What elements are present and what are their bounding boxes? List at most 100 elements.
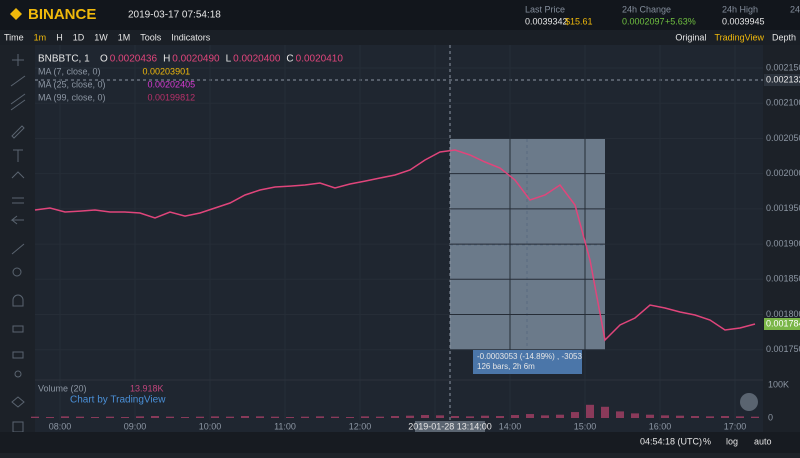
volume-bar <box>91 417 99 418</box>
measure-line1: -0.0003053 (-14.89%) , -3053 <box>477 352 583 361</box>
volume-bar <box>751 416 759 418</box>
stat-value: 0.0039342 <box>525 16 568 26</box>
crosshair-time-box <box>415 421 485 432</box>
ohlc-label: C <box>286 54 293 65</box>
footer-button[interactable]: % <box>703 436 711 446</box>
volume-bar <box>421 415 429 418</box>
volume-bar <box>361 416 369 418</box>
volume-bar <box>676 415 684 418</box>
volume-bar <box>481 415 489 418</box>
y-tick-label: 0.0018000 <box>766 309 800 319</box>
volume-bar <box>541 415 549 418</box>
crosshair-price: 0.0021329 <box>766 74 800 84</box>
stat-label: 24h High <box>722 4 758 14</box>
ohlc-label: H <box>163 54 170 65</box>
stat-label: 24h Change <box>622 4 671 14</box>
volume-bar <box>181 417 189 418</box>
indicator-value: 0.00203901 <box>143 66 191 76</box>
toolbar-button[interactable]: 1W <box>94 32 108 42</box>
plot <box>31 45 763 420</box>
volume-title: Volume (20) <box>38 383 87 393</box>
price-axis <box>763 45 800 432</box>
y-tick-label: 0.0019000 <box>766 238 800 248</box>
volume-bar <box>391 416 399 418</box>
volume-bar <box>646 414 654 418</box>
symbol: BNBBTC, 1 <box>38 54 90 65</box>
volume-bar <box>316 416 324 418</box>
stat-value: 0.0002097 <box>622 16 665 26</box>
indicator-name: MA (25, close, 0) <box>38 79 106 89</box>
stat-label: Last Price <box>525 4 565 14</box>
volume-bar <box>571 412 579 418</box>
volume-bar <box>121 417 129 418</box>
y-tick-label: 0.0021500 <box>766 62 800 72</box>
header-bar <box>0 0 800 30</box>
volume-bar <box>196 416 204 418</box>
indicator-value: 0.00202405 <box>148 79 196 89</box>
x-tick-label: 09:00 <box>124 421 147 431</box>
y-tick-label: 0.0018500 <box>766 274 800 284</box>
volume-bar <box>556 414 564 418</box>
volume-bar <box>286 417 294 418</box>
volume-bar <box>631 413 639 418</box>
datetime: 2019-03-17 07:54:18 <box>128 10 221 21</box>
y-tick-label: 0.0021000 <box>766 98 800 108</box>
volume-bar <box>436 415 444 418</box>
x-tick-label: 17:00 <box>724 421 747 431</box>
crosshair-time: 2019-01-28 13:14:00 <box>408 421 492 431</box>
x-tick-label: 08:00 <box>49 421 72 431</box>
volume-bar <box>661 415 669 418</box>
toolbar-button[interactable]: Tools <box>140 32 162 42</box>
x-tick-label: 15:00 <box>574 421 597 431</box>
stat-sub: $15.61 <box>565 16 593 26</box>
volume-bar <box>256 416 264 418</box>
stat-value: 0.0039945 <box>722 16 765 26</box>
footer-button[interactable]: auto <box>754 436 772 446</box>
toolbar-button[interactable]: Original <box>675 32 706 42</box>
volume-bar <box>331 416 339 418</box>
ohlc-label: L <box>226 54 232 65</box>
toolbar-button[interactable]: TradingView <box>714 32 764 42</box>
toolbar-button[interactable]: Depth <box>772 32 796 42</box>
toolbar-button[interactable]: 1D <box>73 32 85 42</box>
volume-bar <box>166 416 174 418</box>
volume-value: 13.918K <box>130 383 164 393</box>
volume-tick-label: 100K <box>768 379 789 389</box>
stat-label: 24 <box>790 4 800 14</box>
indicator-name: MA (99, close, 0) <box>38 92 106 102</box>
volume-bar <box>736 416 744 418</box>
toolbar-button[interactable]: H <box>56 32 63 42</box>
indicator-name: MA (7, close, 0) <box>38 66 101 76</box>
toolbar-button[interactable]: Time <box>4 32 24 42</box>
y-tick-label: 0.0020000 <box>766 168 800 178</box>
toolbar-button[interactable]: 1m <box>34 32 47 42</box>
volume-bar <box>451 416 459 418</box>
logo-icon <box>10 8 22 20</box>
last-price-box <box>764 318 800 330</box>
volume-bar <box>301 416 309 418</box>
bottom-bar <box>0 432 800 453</box>
tool-icons <box>10 54 26 433</box>
volume-bar <box>61 416 69 418</box>
volume-bar <box>346 417 354 418</box>
volume-bar <box>76 416 84 418</box>
measure-tooltip <box>473 350 582 374</box>
y-tick-label: 0.0020500 <box>766 133 800 143</box>
logo[interactable]: BINANCE <box>28 6 96 23</box>
y-tick-label: 0.0017500 <box>766 344 800 354</box>
measure-line2: 126 bars, 2h 6m <box>477 362 535 371</box>
volume-bar <box>376 416 384 418</box>
last-price: 0.0017846 <box>766 318 800 328</box>
volume-bar <box>136 416 144 418</box>
volume-bar <box>466 416 474 418</box>
toolbar-button[interactable]: Indicators <box>171 32 211 42</box>
volume-tick-label: 0 <box>768 412 773 422</box>
x-tick-label: 10:00 <box>199 421 222 431</box>
volume-bar <box>46 417 54 418</box>
scroll-button[interactable] <box>740 393 758 411</box>
price-line <box>34 149 756 342</box>
footer-button[interactable]: log <box>726 436 738 446</box>
toolbar-button[interactable]: 1M <box>118 32 131 42</box>
volume-bar <box>586 404 594 418</box>
